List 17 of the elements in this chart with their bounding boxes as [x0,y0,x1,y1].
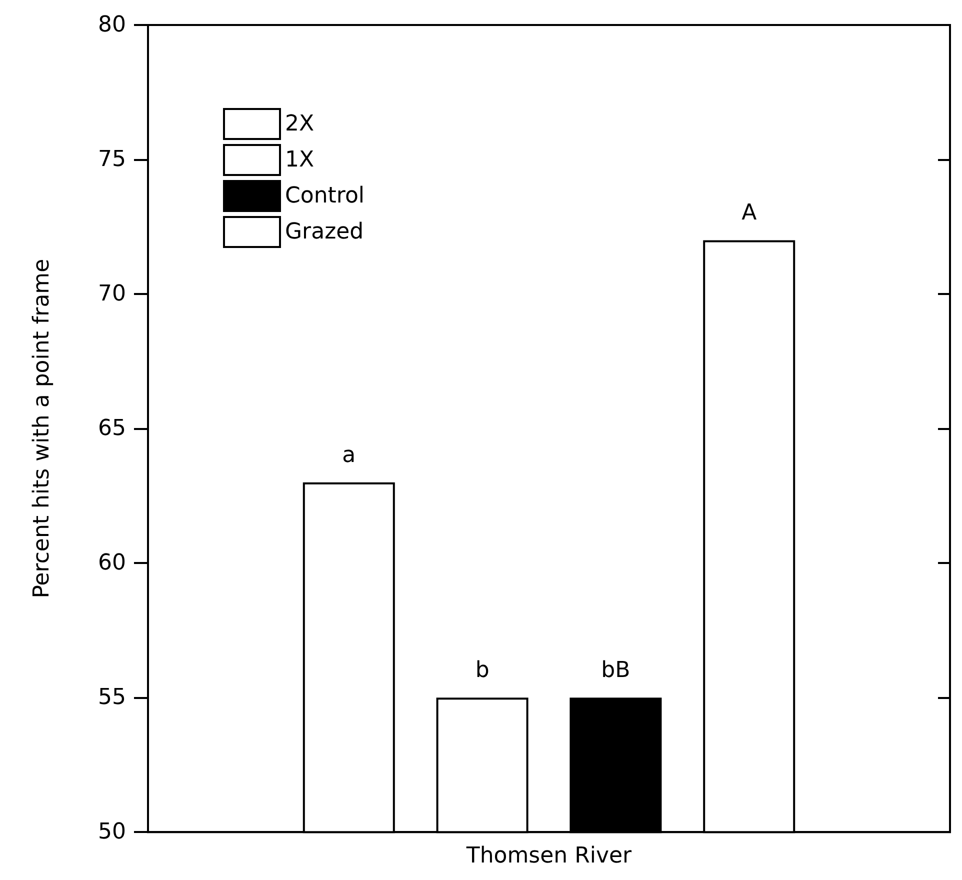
y-tick-label: 60 [98,550,126,576]
data-label: a [342,442,356,468]
y-tick-label: 55 [98,685,126,710]
data-label: b [475,658,490,684]
y-tick-label: 65 [98,416,126,442]
y-tick-label: 50 [98,820,126,845]
y-tick-label: 75 [98,147,126,172]
x-axis-title: Thomsen River [465,844,633,868]
legend-label: Grazed [285,220,364,244]
y-tick-label: 80 [98,12,126,38]
legend-label: Control [285,184,365,208]
y-tick-label: 70 [98,282,126,307]
y-axis-title: Percent hits with a point frame [30,258,54,598]
data-label: bB [601,658,630,684]
data-label: A [742,200,757,226]
legend-label: 1X [285,148,314,172]
legend-label: 2X [285,112,314,136]
